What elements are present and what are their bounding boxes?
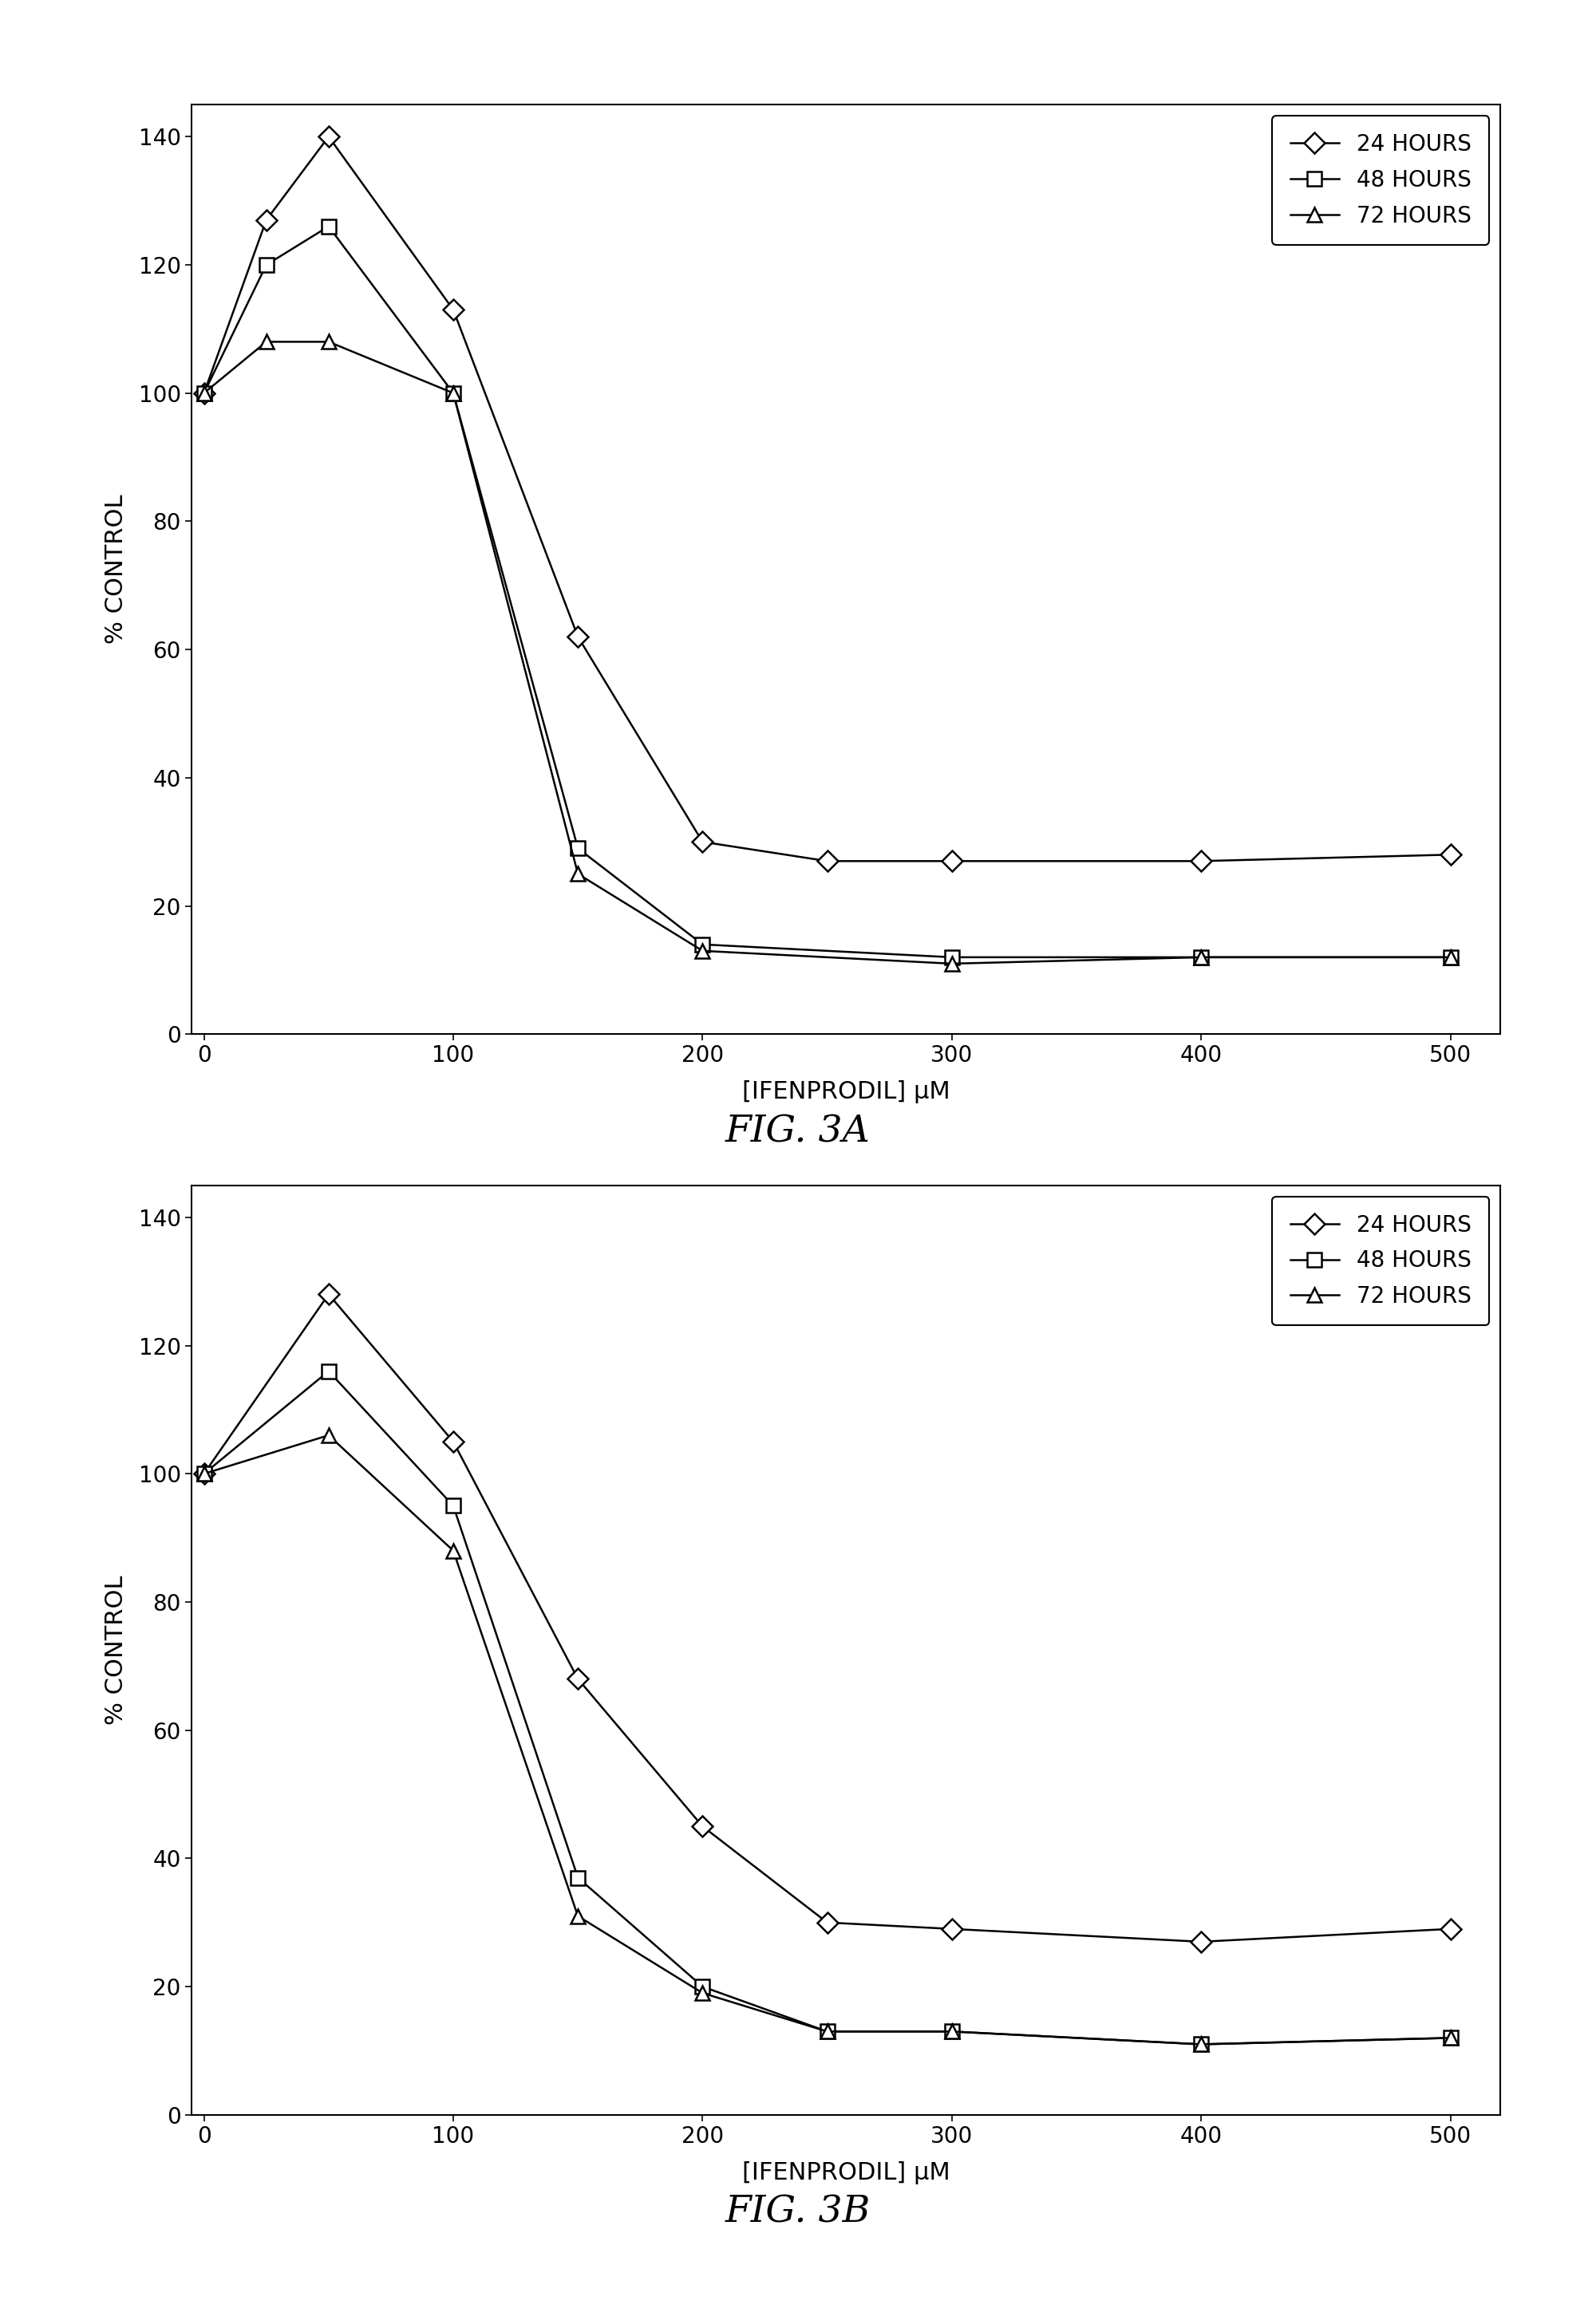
48 HOURS — [817, 2017, 836, 2045]
48 HOURS — [568, 834, 587, 862]
X-axis label: [IFENPRODIL] μM: [IFENPRODIL] μM — [742, 1081, 950, 1104]
72 HOURS — [257, 328, 276, 356]
48 HOURS — [942, 944, 961, 971]
48 HOURS — [1192, 2031, 1211, 2059]
48 HOURS — [444, 379, 463, 407]
X-axis label: [IFENPRODIL] μM: [IFENPRODIL] μM — [742, 2161, 950, 2185]
24 HOURS — [693, 827, 712, 855]
72 HOURS — [693, 937, 712, 964]
48 HOURS — [693, 1973, 712, 2001]
48 HOURS — [195, 1459, 214, 1487]
24 HOURS — [444, 295, 463, 323]
24 HOURS — [1192, 1929, 1211, 1957]
72 HOURS — [817, 2017, 836, 2045]
24 HOURS — [319, 123, 338, 151]
48 HOURS — [319, 1357, 338, 1385]
48 HOURS — [257, 251, 276, 279]
72 HOURS — [319, 328, 338, 356]
24 HOURS — [817, 848, 836, 876]
48 HOURS — [1192, 944, 1211, 971]
24 HOURS — [942, 848, 961, 876]
48 HOURS — [195, 379, 214, 407]
48 HOURS — [942, 2017, 961, 2045]
72 HOURS — [693, 1980, 712, 2008]
72 HOURS — [319, 1422, 338, 1450]
Line: 48 HOURS: 48 HOURS — [196, 1364, 1457, 2052]
24 HOURS — [319, 1281, 338, 1308]
Line: 72 HOURS: 72 HOURS — [196, 335, 1457, 971]
72 HOURS — [1441, 2024, 1460, 2052]
24 HOURS — [817, 1908, 836, 1936]
72 HOURS — [942, 2017, 961, 2045]
72 HOURS — [568, 860, 587, 888]
72 HOURS — [1192, 944, 1211, 971]
Line: 48 HOURS: 48 HOURS — [196, 218, 1457, 964]
72 HOURS — [444, 1536, 463, 1564]
Text: FIG. 3A: FIG. 3A — [726, 1113, 870, 1150]
48 HOURS — [444, 1492, 463, 1520]
Y-axis label: % CONTROL: % CONTROL — [104, 1576, 128, 1724]
24 HOURS — [1441, 1915, 1460, 1943]
24 HOURS — [942, 1915, 961, 1943]
Line: 72 HOURS: 72 HOURS — [196, 1427, 1457, 2052]
Y-axis label: % CONTROL: % CONTROL — [104, 495, 128, 644]
72 HOURS — [942, 951, 961, 978]
24 HOURS — [257, 207, 276, 235]
48 HOURS — [1441, 944, 1460, 971]
48 HOURS — [319, 211, 338, 239]
24 HOURS — [1192, 848, 1211, 876]
24 HOURS — [444, 1427, 463, 1455]
48 HOURS — [693, 930, 712, 957]
24 HOURS — [568, 623, 587, 651]
Line: 24 HOURS: 24 HOURS — [196, 130, 1457, 869]
48 HOURS — [568, 1864, 587, 1892]
72 HOURS — [1441, 944, 1460, 971]
24 HOURS — [568, 1664, 587, 1692]
24 HOURS — [195, 1459, 214, 1487]
Line: 24 HOURS: 24 HOURS — [196, 1287, 1457, 1950]
24 HOURS — [1441, 841, 1460, 869]
Legend: 24 HOURS, 48 HOURS, 72 HOURS: 24 HOURS, 48 HOURS, 72 HOURS — [1272, 1197, 1489, 1325]
72 HOURS — [195, 1459, 214, 1487]
48 HOURS — [1441, 2024, 1460, 2052]
24 HOURS — [693, 1813, 712, 1841]
Legend: 24 HOURS, 48 HOURS, 72 HOURS: 24 HOURS, 48 HOURS, 72 HOURS — [1272, 116, 1489, 244]
72 HOURS — [444, 379, 463, 407]
Text: FIG. 3B: FIG. 3B — [725, 2194, 871, 2231]
72 HOURS — [1192, 2031, 1211, 2059]
72 HOURS — [195, 379, 214, 407]
24 HOURS — [195, 379, 214, 407]
72 HOURS — [568, 1901, 587, 1929]
